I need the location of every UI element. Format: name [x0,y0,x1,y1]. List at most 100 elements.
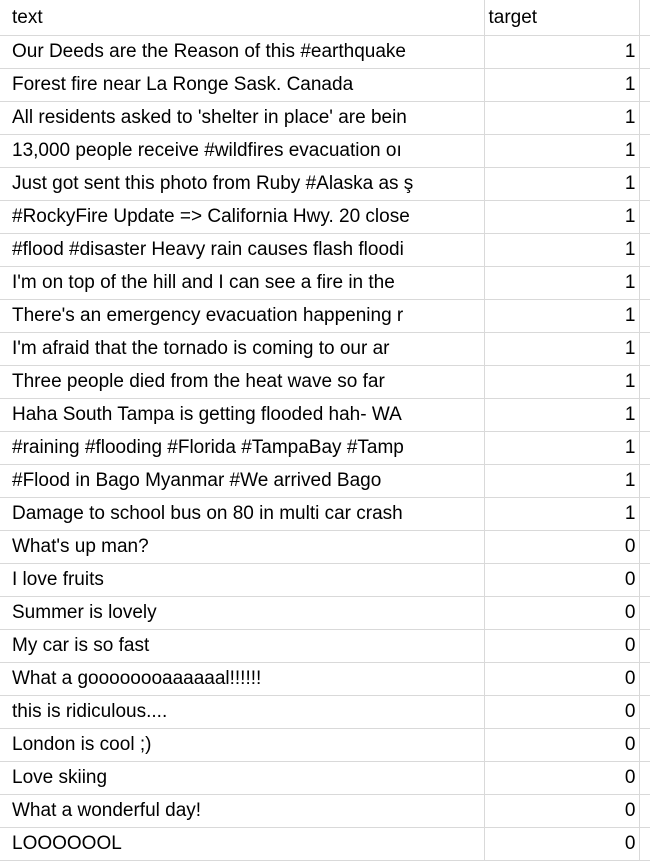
cell-target[interactable]: 0 [484,761,640,795]
table-row: I'm on top of the hill and I can see a f… [0,266,650,300]
cell-target[interactable]: 1 [484,431,640,465]
cell-text[interactable]: Summer is lovely [0,596,485,630]
cell-target[interactable]: 1 [484,101,640,135]
empty-cell[interactable] [639,134,650,168]
empty-cell[interactable] [639,662,650,696]
cell-text[interactable]: #Flood in Bago Myanmar #We arrived Bago [0,464,485,498]
header-cell-text[interactable]: text [0,0,485,36]
cell-text[interactable]: London is cool ;) [0,728,485,762]
cell-text[interactable]: There's an emergency evacuation happenin… [0,299,485,333]
cell-target[interactable]: 1 [484,497,640,531]
cell-text[interactable]: #flood #disaster Heavy rain causes flash… [0,233,485,267]
table-row: London is cool ;) 0 [0,728,650,762]
empty-cell[interactable] [639,431,650,465]
cell-text[interactable]: What's up man? [0,530,485,564]
table-row: All residents asked to 'shelter in place… [0,101,650,135]
empty-cell[interactable] [639,167,650,201]
cell-text[interactable]: #RockyFire Update => California Hwy. 20 … [0,200,485,234]
cell-target[interactable]: 1 [484,365,640,399]
cell-target[interactable]: 0 [484,662,640,696]
cell-text[interactable]: Three people died from the heat wave so … [0,365,485,399]
cell-text[interactable]: I'm afraid that the tornado is coming to… [0,332,485,366]
cell-target[interactable]: 1 [484,167,640,201]
empty-cell[interactable] [639,35,650,69]
cell-target[interactable]: 1 [484,266,640,300]
table-row: I love fruits 0 [0,563,650,597]
cell-text[interactable]: LOOOOOOL [0,827,485,861]
empty-cell[interactable] [639,365,650,399]
table-row: What's up man? 0 [0,530,650,564]
cell-text[interactable]: What a wonderful day! [0,794,485,828]
cell-text[interactable]: Our Deeds are the Reason of this #earthq… [0,35,485,69]
header-cell-target[interactable]: target [484,0,640,36]
cell-target[interactable]: 1 [484,233,640,267]
empty-cell[interactable] [639,497,650,531]
table-row: Forest fire near La Ronge Sask. Canada 1 [0,68,650,102]
cell-text[interactable]: this is ridiculous.... [0,695,485,729]
cell-text[interactable]: Love skiing [0,761,485,795]
cell-text[interactable]: What a goooooooaaaaaal!!!!!! [0,662,485,696]
table-row: #raining #flooding #Florida #TampaBay #T… [0,431,650,465]
cell-target[interactable]: 0 [484,530,640,564]
table-row: What a goooooooaaaaaal!!!!!! 0 [0,662,650,696]
table-row: 13,000 people receive #wildfires evacuat… [0,134,650,168]
cell-target[interactable]: 0 [484,695,640,729]
empty-cell[interactable] [639,266,650,300]
cell-text[interactable]: #raining #flooding #Florida #TampaBay #T… [0,431,485,465]
table-row: Haha South Tampa is getting flooded hah-… [0,398,650,432]
cell-text[interactable]: I'm on top of the hill and I can see a f… [0,266,485,300]
cell-target[interactable]: 0 [484,728,640,762]
empty-cell[interactable] [639,0,650,36]
empty-cell[interactable] [639,827,650,861]
cell-text[interactable]: Damage to school bus on 80 in multi car … [0,497,485,531]
cell-target[interactable]: 1 [484,332,640,366]
table-row: I'm afraid that the tornado is coming to… [0,332,650,366]
cell-target[interactable]: 1 [484,464,640,498]
cell-target[interactable]: 0 [484,563,640,597]
cell-text[interactable]: Haha South Tampa is getting flooded hah-… [0,398,485,432]
cell-target[interactable]: 1 [484,200,640,234]
cell-text[interactable]: My car is so fast [0,629,485,663]
empty-cell[interactable] [639,563,650,597]
cell-target[interactable]: 1 [484,134,640,168]
empty-cell[interactable] [639,233,650,267]
table-row: What a wonderful day! 0 [0,794,650,828]
cell-target[interactable]: 1 [484,299,640,333]
empty-cell[interactable] [639,68,650,102]
empty-cell[interactable] [639,200,650,234]
empty-cell[interactable] [639,464,650,498]
empty-cell[interactable] [639,596,650,630]
empty-cell[interactable] [639,101,650,135]
cell-text[interactable]: I love fruits [0,563,485,597]
table-row: Our Deeds are the Reason of this #earthq… [0,35,650,69]
empty-cell[interactable] [639,398,650,432]
empty-cell[interactable] [639,728,650,762]
empty-cell[interactable] [639,794,650,828]
cell-target[interactable]: 1 [484,398,640,432]
empty-cell[interactable] [639,299,650,333]
empty-cell[interactable] [639,629,650,663]
empty-cell[interactable] [639,695,650,729]
empty-cell[interactable] [639,761,650,795]
cell-target[interactable]: 1 [484,68,640,102]
cell-target[interactable]: 0 [484,596,640,630]
cell-text[interactable]: 13,000 people receive #wildfires evacuat… [0,134,485,168]
table-row: #RockyFire Update => California Hwy. 20 … [0,200,650,234]
cell-text[interactable]: All residents asked to 'shelter in place… [0,101,485,135]
header-row: text target [0,0,650,36]
cell-text[interactable]: Forest fire near La Ronge Sask. Canada [0,68,485,102]
table-row: #flood #disaster Heavy rain causes flash… [0,233,650,267]
cell-target[interactable]: 1 [484,35,640,69]
cell-target[interactable]: 0 [484,827,640,861]
table-row: this is ridiculous.... 0 [0,695,650,729]
table-row: Summer is lovely 0 [0,596,650,630]
cell-target[interactable]: 0 [484,794,640,828]
empty-cell[interactable] [639,332,650,366]
cell-target[interactable]: 0 [484,629,640,663]
cell-text[interactable]: Just got sent this photo from Ruby #Alas… [0,167,485,201]
table-row: Love skiing 0 [0,761,650,795]
empty-cell[interactable] [639,530,650,564]
table-row: LOOOOOOL 0 [0,827,650,861]
